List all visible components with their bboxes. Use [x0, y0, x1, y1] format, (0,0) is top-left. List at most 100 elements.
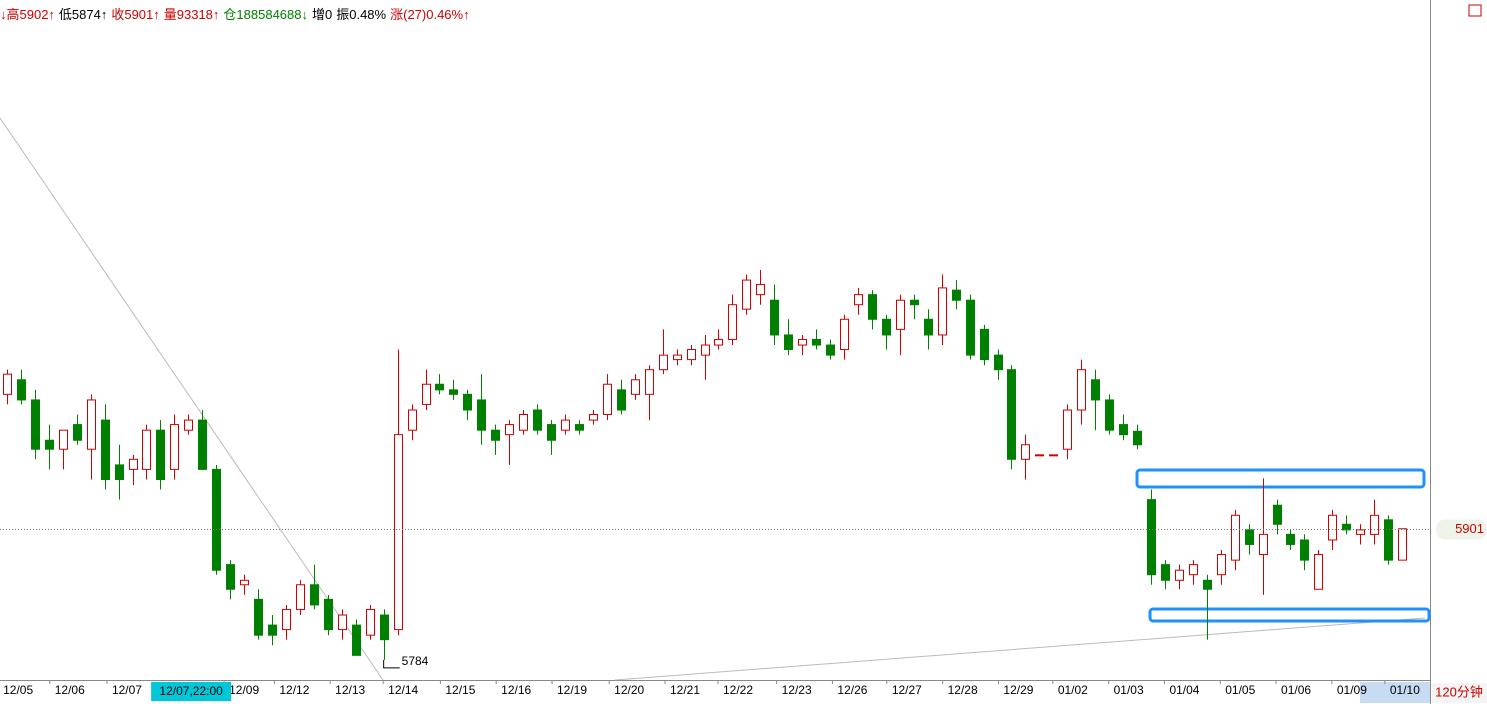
last-price-box [1436, 519, 1487, 540]
candle-body [826, 344, 835, 356]
candle-body [728, 304, 737, 340]
candle-body [115, 464, 124, 480]
header-item: 仓188584688↓ [223, 7, 308, 22]
period-box [1432, 683, 1487, 703]
candle-body [1314, 554, 1323, 590]
candle-body [547, 424, 556, 441]
x-tick-label: 12/22 [723, 683, 753, 697]
low-label: 5784 [402, 654, 429, 668]
candle-body [394, 434, 403, 631]
candle-body [1356, 529, 1365, 535]
x-tick-label: 12/16 [501, 683, 531, 697]
candle-body [1259, 533, 1268, 556]
x-tick-label: 01/10 [1390, 683, 1420, 697]
candle-body [1189, 564, 1198, 576]
candle-body [1105, 399, 1114, 431]
candle-body [87, 399, 96, 450]
header-item: ↓高5902↑ [0, 7, 55, 22]
candle-body [966, 299, 975, 356]
candle-body [1398, 528, 1407, 561]
header-item: 振0.48% [336, 7, 387, 22]
candle-body [338, 614, 347, 631]
header-item: 增0 [312, 7, 333, 22]
trend-line [614, 617, 1426, 681]
candle-body [617, 389, 626, 411]
candle-body [1035, 454, 1044, 457]
candle-body [952, 289, 961, 301]
candle-body [868, 294, 877, 320]
x-tick-label: 12/19 [557, 683, 587, 697]
axis-highlight [1360, 682, 1430, 703]
x-tick-label: 12/28 [948, 683, 978, 697]
period-label: 120分钟 [1435, 684, 1483, 699]
candle-body [129, 458, 138, 470]
low-marker [383, 659, 400, 669]
candle-body [17, 379, 26, 401]
cursor-label-bg [151, 682, 232, 701]
candle-body [756, 284, 765, 296]
x-tick-label: 12/12 [279, 683, 309, 697]
candle-body [45, 439, 54, 450]
trend-line [0, 117, 384, 681]
corner-icon[interactable] [1468, 4, 1482, 17]
candle-body [477, 399, 486, 431]
header-item: 涨(27)0.46%↑ [390, 7, 470, 22]
x-tick-label: 12/27 [892, 683, 922, 697]
candle-body [226, 564, 235, 590]
x-tick-label: 12/29 [1003, 683, 1033, 697]
header-item: 低5874↑ [58, 7, 108, 22]
candle-body [714, 338, 723, 346]
candle-body [435, 383, 444, 391]
candle-body [184, 419, 193, 431]
candle-body [240, 579, 249, 586]
candle-body [812, 338, 821, 346]
candle-body [603, 383, 612, 415]
candle-body [1328, 514, 1337, 541]
candle-body [170, 424, 179, 470]
candle-body [1161, 564, 1170, 581]
candle-body [561, 419, 570, 431]
candle-body [770, 299, 779, 336]
candle-body [268, 624, 277, 636]
candle-body [589, 413, 598, 421]
candle-body [1147, 499, 1156, 576]
candle-body [3, 373, 12, 395]
candle-body [1286, 533, 1295, 545]
candle-body [1203, 579, 1212, 590]
candle-body [463, 393, 472, 411]
x-tick-label: 12/07 [112, 683, 142, 697]
candle-body [854, 294, 863, 306]
candle-body [1217, 554, 1226, 576]
x-tick-label: 01/06 [1281, 683, 1311, 697]
candle-body [1063, 409, 1072, 450]
candle-body [1133, 430, 1142, 446]
candle-body [1049, 454, 1058, 457]
x-tick-label: 01/09 [1337, 683, 1367, 697]
candle-body [1273, 504, 1282, 525]
x-tick-label: 12/21 [670, 683, 700, 697]
candle-body [938, 287, 947, 336]
x-tick-label: 01/03 [1114, 683, 1144, 697]
candle-body [505, 424, 514, 436]
x-tick-label: 12/14 [388, 683, 418, 697]
x-tick-label: 12/06 [55, 683, 85, 697]
candle-body [198, 419, 207, 470]
cursor-label: 12/07,22:00 [159, 684, 223, 698]
x-tick-label: 12/23 [782, 683, 812, 697]
x-tick-label: 12/15 [445, 683, 475, 697]
candle-body [784, 334, 793, 351]
x-tick-label: 12/26 [837, 683, 867, 697]
candle-body [1370, 514, 1379, 535]
x-tick-label: 12/05 [3, 683, 33, 697]
candle-body [101, 419, 110, 480]
candle-body [1021, 444, 1030, 460]
header-item: 量93318↑ [163, 7, 220, 22]
candle-body [59, 429, 68, 450]
candle-body [212, 468, 221, 571]
candle-body [882, 318, 891, 336]
candle-body [645, 369, 654, 395]
zone-box [1135, 468, 1426, 489]
candle-body [296, 584, 305, 610]
